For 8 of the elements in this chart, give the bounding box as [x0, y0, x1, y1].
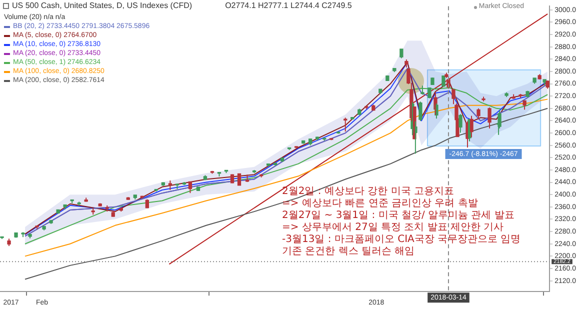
chart-title: US 500 Cash, United States, D, US Indexes (CFD) [12, 1, 192, 10]
annotation: 2월27일 ~ 3월1일 : 미국 철강/ 알루미늄 관세 발표 [282, 210, 516, 222]
annotation: => 상무부에서 27일 특정 조치 발표 제안한 기사 [282, 222, 505, 234]
annotation: 기존 온건한 렉스 틸러슨 해임 [282, 246, 416, 258]
chart-subtitle: O2774.1 H2777.1 L2744.4 C2749.5 [225, 1, 352, 10]
annotation: -3월13일 : 마크폼페이오 CIA국장 국무장관으로 임명 [282, 234, 521, 246]
annotation: 2월2일 : 예상보다 강한 미국 고용지표 [282, 186, 455, 198]
annotation: => 예상보다 빠른 연준 금리인상 우려 촉발 [282, 198, 479, 210]
